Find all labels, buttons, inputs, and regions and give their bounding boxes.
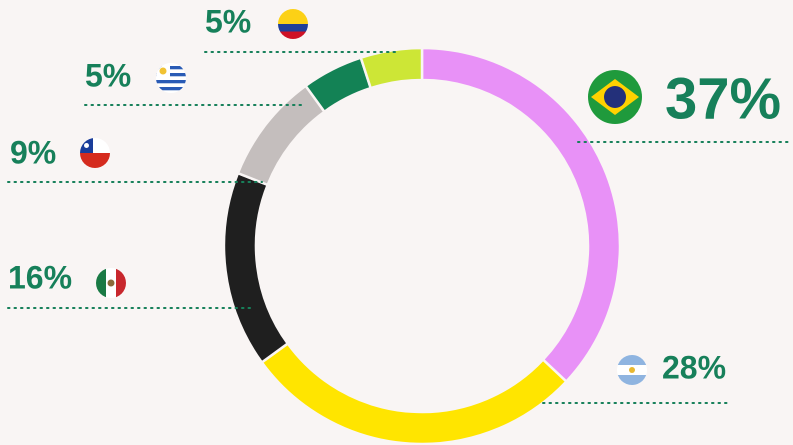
data-label: 28% [662,349,726,385]
flag [617,355,647,385]
flag [278,9,308,39]
donut [222,46,622,445]
flag-icons [80,9,647,385]
flag [156,63,186,93]
data-label: 16% [8,259,72,295]
flag [588,70,642,124]
data-label: 5% [85,57,131,93]
data-label: 9% [10,134,56,170]
flag [80,138,110,168]
donut-segment [359,46,424,90]
flag [96,268,126,298]
data-label: 5% [205,3,251,39]
data-label: 37% [665,66,781,131]
